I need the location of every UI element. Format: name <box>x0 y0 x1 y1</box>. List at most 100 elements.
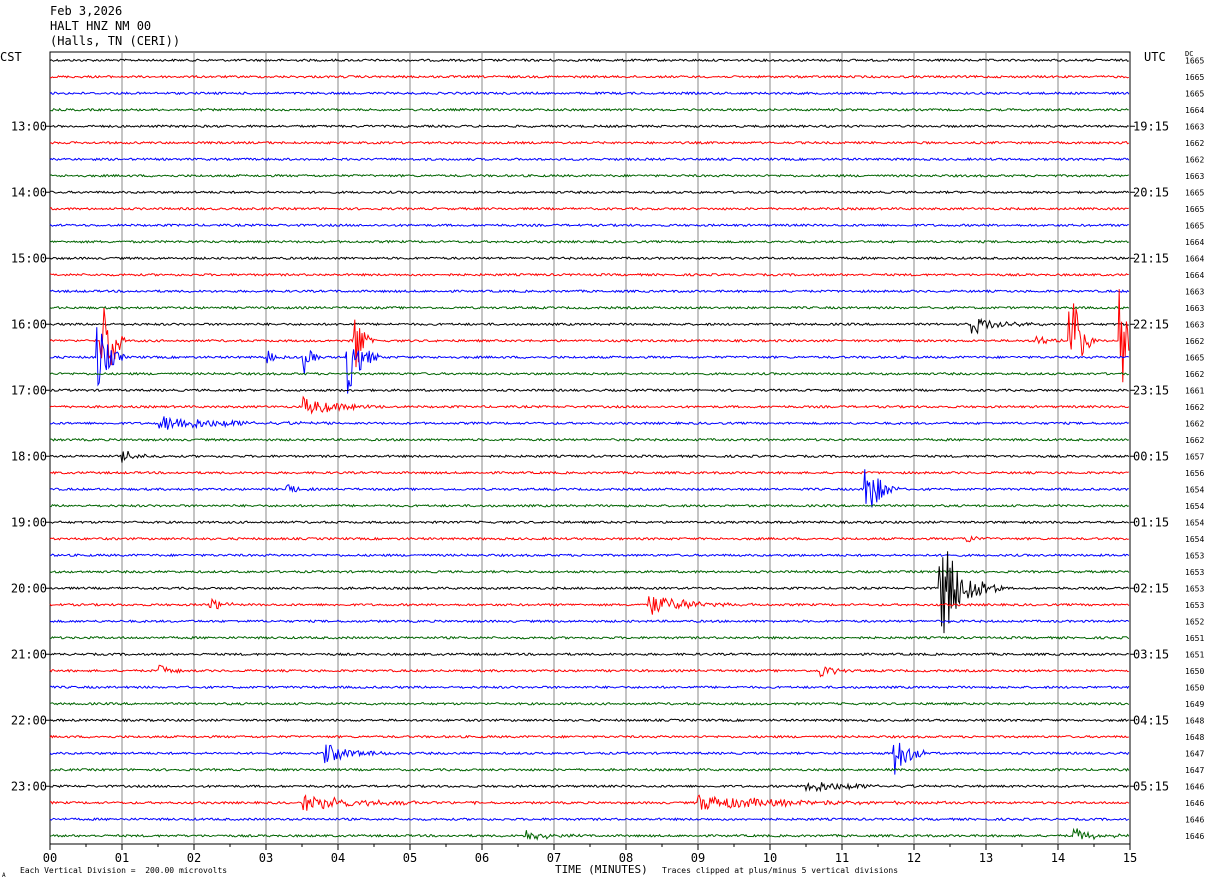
corner-mark: A <box>2 872 6 879</box>
trace-line <box>49 742 1130 775</box>
left-hour-label: 14:00 <box>11 185 47 199</box>
x-tick-label: 09 <box>691 851 705 865</box>
trace-line <box>49 124 1130 129</box>
x-tick-label: 14 <box>1051 851 1065 865</box>
trace-line <box>49 289 1130 294</box>
trace-line <box>49 734 1129 739</box>
trace-line <box>49 718 1130 723</box>
right-hour-label: 04:15 <box>1133 713 1169 727</box>
left-hour-label: 23:00 <box>11 779 47 793</box>
x-tick-label: 13 <box>979 851 993 865</box>
dc-header: DC <box>1185 50 1194 58</box>
dc-value: 1662 <box>1185 139 1204 148</box>
trace-line <box>49 664 1129 678</box>
dc-value: 1646 <box>1185 799 1204 808</box>
right-hour-label: 19:15 <box>1133 119 1169 133</box>
dc-value: 1657 <box>1185 452 1204 461</box>
trace-line <box>49 503 1129 508</box>
scale-note: Each Vertical Division = 200.00 microvol… <box>20 866 228 875</box>
trace-line <box>49 305 1130 310</box>
right-hour-label: 22:15 <box>1133 317 1169 331</box>
station-location: (Halls, TN (CERI)) <box>50 34 181 48</box>
dc-value: 1647 <box>1185 766 1204 775</box>
left-hour-label: 16:00 <box>11 317 47 331</box>
dc-value: 1663 <box>1185 172 1204 181</box>
right-hour-label: 00:15 <box>1133 449 1169 463</box>
trace-line <box>49 206 1129 211</box>
x-tick-label: 01 <box>115 851 129 865</box>
x-tick-label: 06 <box>475 851 489 865</box>
dc-value: 1654 <box>1185 518 1204 527</box>
x-axis-title: TIME (MINUTES) <box>555 863 648 876</box>
right-timezone: UTC <box>1144 50 1166 64</box>
dc-value: 1653 <box>1185 551 1204 560</box>
trace-line <box>49 635 1130 640</box>
trace-line <box>50 767 1130 772</box>
dc-value: 1664 <box>1185 238 1204 247</box>
x-tick-label: 12 <box>907 851 921 865</box>
trace-line <box>49 827 1130 841</box>
dc-value: 1664 <box>1185 254 1204 263</box>
trace-line <box>49 437 1130 442</box>
left-hour-label: 15:00 <box>11 251 47 265</box>
plot-frame <box>49 51 1131 845</box>
x-tick-label: 15 <box>1123 851 1137 865</box>
trace-line <box>49 596 1130 615</box>
dc-value: 1662 <box>1185 155 1204 164</box>
dc-value: 1665 <box>1185 89 1204 98</box>
trace-line <box>50 107 1129 112</box>
trace-line <box>49 569 1130 574</box>
x-tick-label: 04 <box>331 851 345 865</box>
trace-line <box>49 289 1130 383</box>
trace-line <box>49 652 1130 657</box>
right-hour-label: 20:15 <box>1133 185 1169 199</box>
dc-value: 1648 <box>1185 733 1204 742</box>
trace-line <box>49 395 1130 415</box>
trace-line <box>49 371 1130 376</box>
dc-value: 1665 <box>1185 56 1204 65</box>
trace-line <box>49 619 1130 624</box>
x-tick-label: 02 <box>187 851 201 865</box>
dc-value: 1653 <box>1185 568 1204 577</box>
trace-line <box>49 701 1130 706</box>
left-hour-label: 22:00 <box>11 713 47 727</box>
dc-value: 1665 <box>1185 188 1204 197</box>
x-tick-label: 11 <box>835 851 849 865</box>
dc-value: 1662 <box>1185 370 1204 379</box>
dc-value: 1646 <box>1185 832 1204 841</box>
trace-line <box>49 173 1130 178</box>
dc-value: 1654 <box>1185 502 1204 511</box>
dc-value: 1665 <box>1185 221 1204 230</box>
dc-value: 1646 <box>1185 815 1204 824</box>
trace-line <box>49 553 1130 558</box>
right-hour-label: 03:15 <box>1133 647 1169 661</box>
x-tick-label: 07 <box>547 851 561 865</box>
station-code: HALT HNZ NM 00 <box>50 19 152 33</box>
trace-line <box>49 239 1130 244</box>
left-hour-label: 20:00 <box>11 581 47 595</box>
dc-value: 1653 <box>1185 601 1204 610</box>
dc-value: 1663 <box>1185 122 1204 131</box>
left-hour-label: 17:00 <box>11 383 47 397</box>
plot-date: Feb 3,2026 <box>50 4 123 18</box>
dc-value: 1663 <box>1185 287 1204 296</box>
trace-line <box>49 416 1130 430</box>
trace-line <box>49 535 1129 543</box>
trace-line <box>49 58 1129 63</box>
trace-line <box>49 190 1130 195</box>
trace-line <box>49 140 1130 145</box>
trace-line <box>49 817 1130 822</box>
trace-line <box>49 388 1129 393</box>
trace-line <box>49 470 1129 475</box>
left-hour-label: 19:00 <box>11 515 47 529</box>
trace-line <box>49 91 1130 96</box>
x-tick-label: 05 <box>403 851 417 865</box>
dc-value: 1664 <box>1185 271 1204 280</box>
trace-line <box>50 794 1130 811</box>
clip-note: Traces clipped at plus/minus 5 vertical … <box>662 866 899 875</box>
left-hour-label: 21:00 <box>11 647 47 661</box>
trace-line <box>49 520 1130 525</box>
dc-value: 1651 <box>1185 650 1204 659</box>
dc-value: 1654 <box>1185 535 1204 544</box>
